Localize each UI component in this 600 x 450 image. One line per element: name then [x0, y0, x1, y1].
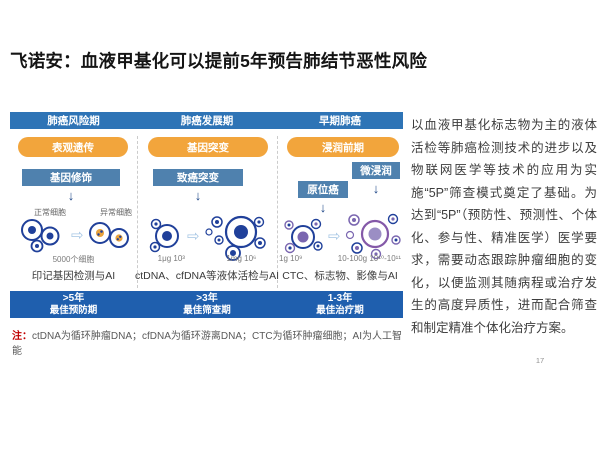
timeline-label: 最佳治疗期	[316, 304, 364, 316]
timeline-screening: >3年 最佳筛查期	[137, 291, 277, 318]
cells-illustration-risk: ⇨	[18, 216, 133, 254]
timeline-value: >3年	[196, 292, 218, 304]
step-box-carcinoma-in-situ: 原位癌	[298, 181, 348, 198]
right-arrow-icon: ⇨	[328, 227, 341, 245]
cells-illustration-development: ⇨	[146, 210, 267, 262]
abnormal-cells-label: 异常细胞	[100, 208, 132, 217]
step-box-gene-modification: 基因修饰	[22, 169, 120, 186]
quantity-row-development: 1μg 10³ 1mg 10⁶	[137, 254, 277, 263]
cells-illustration-early-cancer: ⇨	[281, 210, 404, 262]
small-tumor-cluster-icon	[149, 218, 179, 253]
invasive-tumor-cluster-icon	[345, 213, 401, 260]
method-label-early: CTC、标志物、影像与AI	[282, 270, 398, 282]
column-divider	[137, 136, 138, 288]
right-arrow-icon: ⇨	[187, 227, 200, 245]
slide-title: 飞诺安：血液甲基化可以提前5年预告肺结节恶性风险	[10, 51, 428, 71]
method-label-risk: 印记基因检测与AI	[31, 270, 116, 282]
down-arrow-icon: ↓	[372, 181, 380, 196]
footnote-text: ctDNA为循环肿瘤DNA；cfDNA为循环游离DNA；CTC为循环肿瘤细胞；A…	[12, 331, 403, 357]
quantity-ug: 1μg 10³	[157, 254, 185, 263]
normal-cells-icon	[21, 219, 60, 253]
timeline-value: >5年	[62, 292, 85, 304]
down-arrow-icon: ↓	[319, 200, 327, 215]
step-box-micro-invasion: 微浸润	[352, 162, 400, 179]
in-situ-tumor-cluster-icon	[284, 218, 323, 254]
step-box-oncogenic-mutation: 致癌突变	[153, 169, 243, 186]
large-tumor-cluster-icon	[204, 215, 266, 261]
footnote: 注：ctDNA为循环肿瘤DNA；cfDNA为循环游离DNA；CTC为循环肿瘤细胞…	[12, 327, 402, 357]
phase-risk-period: 肺癌风险期	[47, 115, 100, 127]
down-arrow-icon: ↓	[67, 188, 75, 203]
abnormal-cells-icon	[88, 222, 129, 248]
quantity-g: 1g 10⁹	[279, 254, 303, 263]
column-divider	[277, 136, 278, 288]
phase-header-bar: 肺癌风险期 肺癌发展期 早期肺癌	[10, 112, 403, 129]
stage-pill-gene-mutation: 基因突变	[148, 137, 268, 157]
timeline-label: 最佳预防期	[49, 304, 98, 316]
footnote-prefix: 注：	[12, 331, 32, 342]
side-paragraph: 以血液甲基化标志物为主的液体活检等肺癌检测技术的进步以及物联网医学等技术的应用为…	[411, 118, 597, 335]
stage-pill-epigenetics: 表观遗传	[18, 137, 128, 157]
page-number: 17	[535, 356, 545, 365]
phase-early-cancer: 早期肺癌	[319, 115, 361, 127]
lung-cancer-progression-diagram: 肺癌风险期 肺癌发展期 早期肺癌 表观遗传 基因突变 浸润前期 基因修饰 致癌突…	[10, 112, 403, 320]
timeline-prevention: >5年 最佳预防期	[10, 291, 137, 318]
right-arrow-icon: ⇨	[71, 226, 84, 244]
stage-pill-preinvasive: 浸润前期	[287, 137, 399, 157]
normal-cells-label: 正常细胞	[34, 208, 66, 217]
quantity-cells: 5000个细胞	[52, 255, 95, 264]
down-arrow-icon: ↓	[194, 188, 202, 203]
quantity-mg: 1mg 10⁶	[226, 254, 257, 263]
quantity-range: 10-100g 10¹⁰-10¹¹	[337, 254, 401, 263]
phase-development-period: 肺癌发展期	[180, 115, 234, 127]
timeline-treatment: 1-3年 最佳治疗期	[277, 291, 403, 318]
timeline-value: 1-3年	[327, 292, 353, 304]
timeline-bar: >5年 最佳预防期 >3年 最佳筛查期 1-3年 最佳治疗期	[10, 291, 403, 318]
timeline-label: 最佳筛查期	[183, 304, 231, 316]
quantity-row-early: 1g 10⁹ 10-100g 10¹⁰-10¹¹	[277, 254, 403, 263]
quantity-row-risk: 5000个细胞	[10, 254, 137, 265]
method-label-development: ctDNA、cfDNA等液体活检与AI	[134, 270, 280, 282]
